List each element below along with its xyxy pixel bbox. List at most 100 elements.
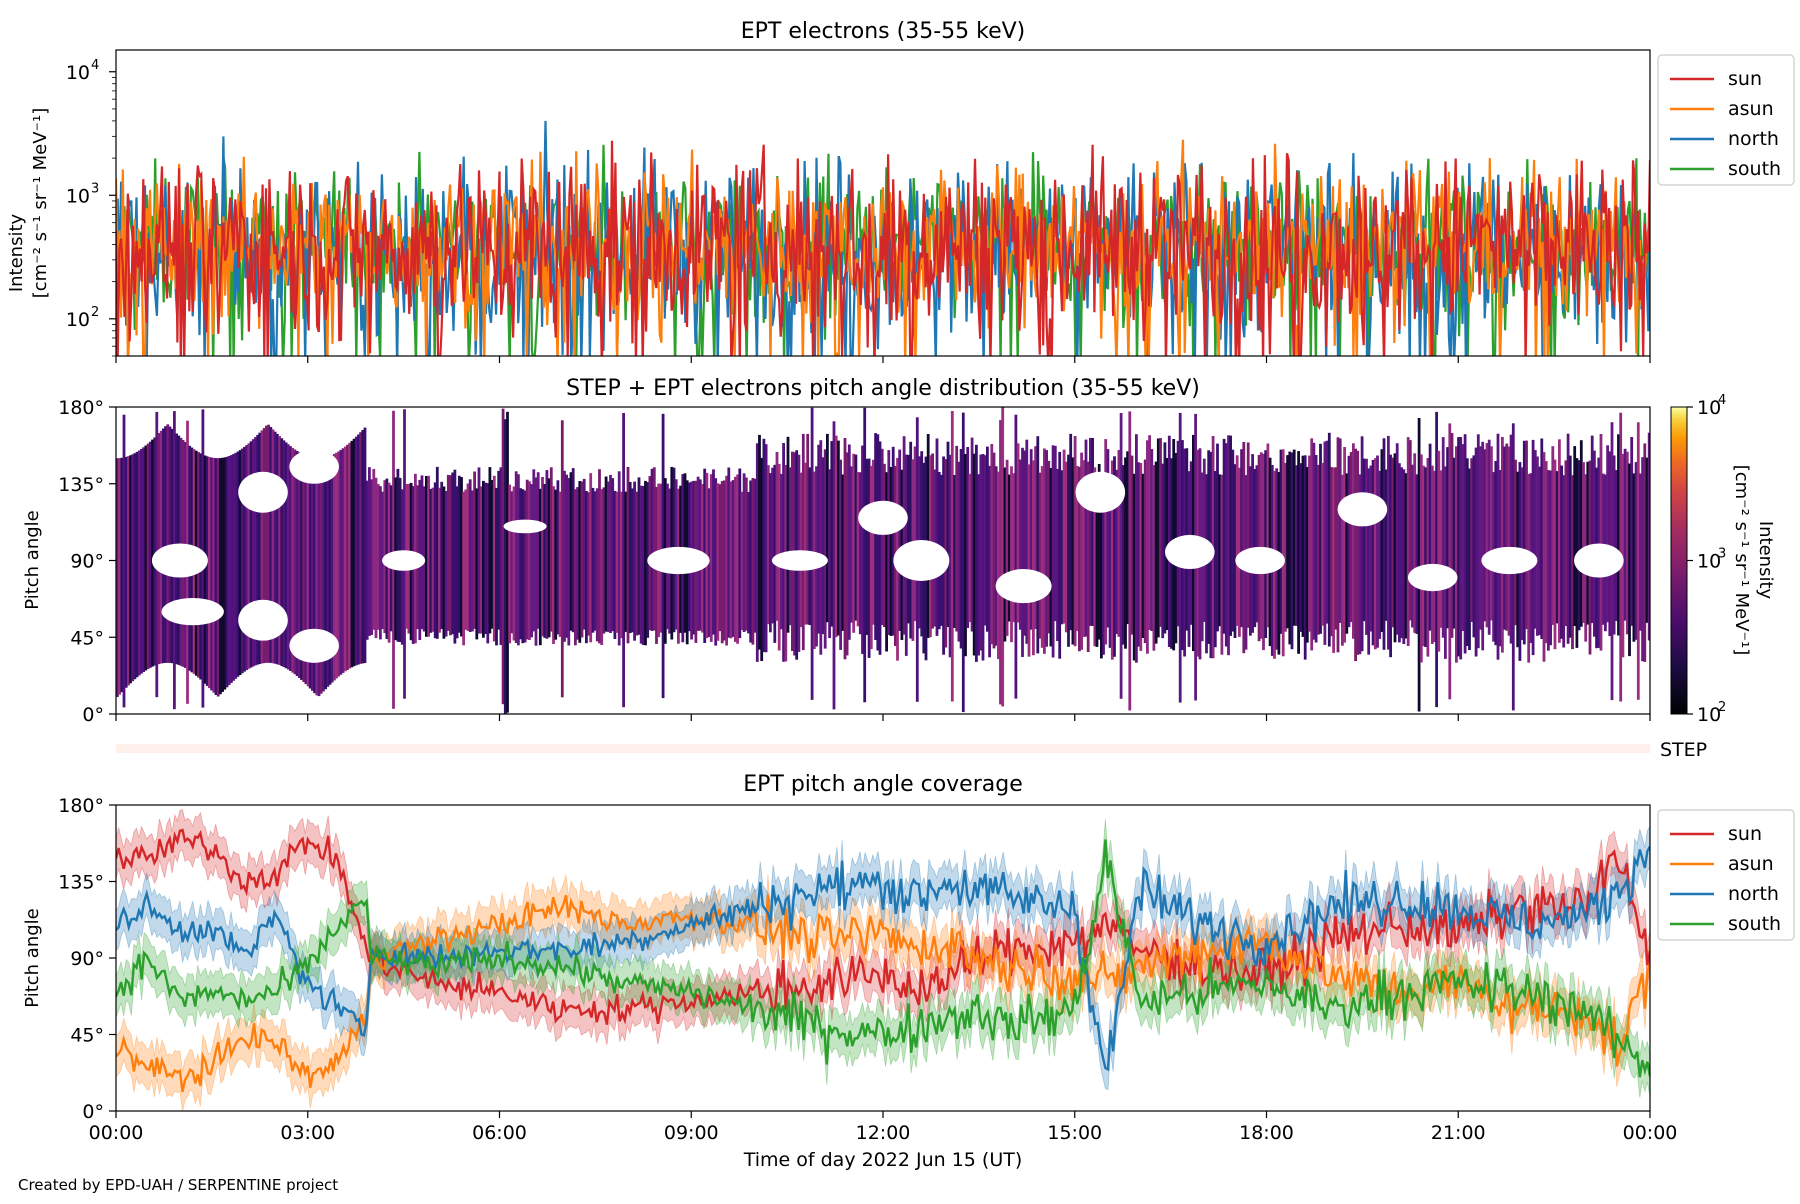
pad-column [510, 491, 514, 634]
pad-column [650, 468, 654, 631]
pad-column [830, 441, 834, 627]
panel1-ylabel-line1: Intensity [6, 213, 27, 292]
pad-column [1010, 466, 1013, 643]
pad-column [613, 490, 617, 639]
pad-column [817, 444, 821, 634]
pad-column [751, 478, 755, 645]
pad-column [1060, 470, 1064, 625]
pad-column [543, 484, 547, 638]
pad-column [265, 425, 268, 663]
pad-column [1137, 462, 1140, 647]
panel3-x-ticks: 00:00 03:00 06:00 09:00 12:00 15:00 18:00 21:00… [89, 1111, 1678, 1144]
pad-column [306, 456, 310, 687]
pad-column [1106, 449, 1110, 628]
pad-column [486, 483, 490, 644]
pad-column [1295, 465, 1298, 626]
pad-column [1639, 473, 1642, 631]
pad-column [271, 429, 275, 664]
pad-column [1577, 460, 1581, 631]
pad-column [350, 440, 354, 668]
pad-column [589, 473, 593, 643]
pad-column [1630, 437, 1634, 626]
pad-column [628, 482, 632, 634]
pad-column [1647, 432, 1650, 641]
pad-column [1439, 470, 1443, 628]
pad-column [1240, 449, 1243, 628]
data-gap [1574, 543, 1624, 578]
pad-column [1430, 465, 1434, 644]
pad-column [1573, 446, 1577, 626]
pad-column [1135, 434, 1138, 663]
pad-column [1448, 423, 1452, 700]
pad-column [1303, 455, 1307, 660]
pad-column [153, 437, 157, 666]
pad-column [1167, 435, 1171, 647]
step-strip [116, 744, 1650, 753]
pad-column [902, 436, 906, 635]
pad-column [159, 430, 163, 664]
pad-column [1422, 465, 1425, 647]
pad-column [361, 430, 365, 664]
pad-column [1146, 440, 1149, 654]
pad-column [1266, 443, 1270, 628]
ytick-label: 45° [70, 627, 104, 649]
pad-column [1400, 467, 1403, 639]
data-gap [289, 628, 339, 663]
pad-column [273, 431, 277, 664]
pad-column [1347, 455, 1351, 628]
pad-column [499, 467, 503, 645]
pad-column [446, 474, 450, 631]
pad-column [319, 458, 323, 694]
pad-column [1007, 474, 1011, 622]
panel3-legend: sun asun north south [1657, 809, 1795, 941]
data-gap [1235, 546, 1285, 575]
pad-column [444, 491, 448, 637]
pad-column [519, 488, 522, 640]
pad-column [602, 487, 606, 634]
pad-column [1345, 473, 1349, 634]
pad-column [1222, 438, 1226, 634]
pad-column [1251, 454, 1254, 633]
pad-column [935, 438, 939, 636]
pad-column [1643, 443, 1647, 662]
panel3-lines [116, 809, 1650, 1111]
pad-column [641, 485, 645, 645]
pad-column [865, 458, 869, 635]
xtick-label: 00:00 [1623, 1122, 1678, 1144]
legend-label-north: north [1728, 883, 1779, 905]
pad-column [1437, 450, 1441, 652]
pad-column [214, 458, 218, 695]
pad-column [1132, 473, 1136, 661]
ytick-label: 0° [82, 1101, 104, 1123]
pad-column [1367, 468, 1371, 655]
pad-column [808, 467, 812, 626]
pad-column [887, 450, 891, 635]
pad-column [1562, 475, 1566, 648]
pad-column [1356, 450, 1360, 655]
pad-column [1141, 473, 1145, 638]
pad-column [538, 488, 542, 646]
pad-column [435, 466, 439, 639]
pad-column [1599, 434, 1603, 651]
pad-column [236, 451, 240, 677]
pad-column [1301, 455, 1305, 637]
pad-column [1549, 470, 1552, 646]
pad-column [762, 438, 766, 653]
pad-column [1441, 437, 1445, 638]
pad-column [834, 435, 838, 638]
pad-column [968, 473, 972, 623]
pad-column [326, 456, 330, 687]
panel3-ylabel: Pitch angle [22, 908, 43, 1007]
pad-column [1360, 436, 1364, 652]
pad-column [258, 432, 262, 664]
ytick-label: 135° [58, 872, 104, 894]
pad-column [1507, 446, 1511, 636]
pad-column [1001, 407, 1005, 707]
pad-column [457, 475, 461, 633]
pad-column [438, 487, 441, 633]
pad-column [1465, 458, 1469, 646]
pad-column [1645, 457, 1649, 623]
pad-column [232, 454, 235, 681]
pad-column [1163, 442, 1167, 634]
pad-column [462, 491, 465, 646]
